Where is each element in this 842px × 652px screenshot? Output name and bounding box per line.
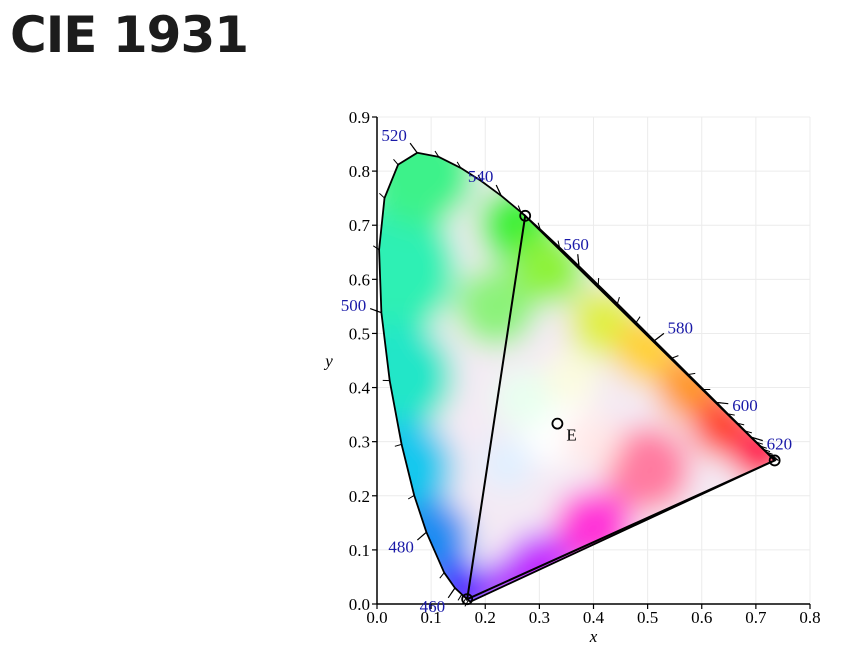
y-axis-title: y bbox=[323, 352, 333, 371]
wavelength-tick bbox=[407, 494, 415, 500]
color-blob bbox=[605, 426, 690, 511]
primary-point-green bbox=[519, 209, 532, 222]
wavelength-label-tick bbox=[495, 184, 502, 197]
y-tick-label: 0.4 bbox=[349, 379, 371, 398]
wavelength-tick bbox=[557, 240, 561, 248]
x-tick-label: 0.1 bbox=[421, 608, 442, 627]
color-blob bbox=[379, 321, 454, 432]
color-blob bbox=[480, 437, 533, 490]
wavelength-tick bbox=[688, 372, 696, 375]
wavelength-label-500: 500 bbox=[341, 296, 367, 315]
white-point bbox=[551, 417, 564, 430]
x-axis-title: x bbox=[589, 627, 598, 646]
color-blob bbox=[731, 422, 775, 483]
x-tick-label: 0.0 bbox=[366, 608, 387, 627]
wavelength-tick bbox=[477, 174, 482, 182]
wavelength-label-560: 560 bbox=[563, 235, 589, 254]
wavelength-label-tick bbox=[716, 401, 729, 405]
wavelength-label-tick bbox=[416, 531, 427, 541]
wavelength-label-tick bbox=[577, 254, 580, 267]
wavelength-tick bbox=[517, 205, 522, 213]
wavelength-tick bbox=[379, 192, 385, 199]
page-title: CIE 1931 bbox=[10, 6, 249, 64]
wavelength-labels: 460 480 500 520 540 560 580 600 620 bbox=[341, 126, 792, 616]
color-blob bbox=[543, 348, 600, 405]
x-tick-label: 0.7 bbox=[745, 608, 767, 627]
wavelength-label-460: 460 bbox=[420, 597, 446, 616]
wavelength-label-540: 540 bbox=[468, 167, 494, 186]
wavelength-label-tick bbox=[369, 307, 382, 314]
wavelength-tick bbox=[456, 161, 462, 169]
axes: 0.0 0.1 0.2 0.3 0.4 0.5 0.6 0.7 0.8 0.0 0.1 0.2 0.3 0… bbox=[323, 108, 820, 646]
gamut-triangle-outline bbox=[465, 213, 777, 601]
points: E bbox=[461, 209, 781, 606]
y-tick-label: 0.1 bbox=[349, 541, 370, 560]
wavelength-label-tick bbox=[654, 332, 665, 342]
primary-point-blue bbox=[461, 593, 474, 606]
x-tick-label: 0.8 bbox=[799, 608, 820, 627]
y-tick-label: 0.7 bbox=[349, 216, 371, 235]
y-tick-label: 0.9 bbox=[349, 108, 370, 127]
wavelength-tick bbox=[393, 158, 399, 165]
y-tick-label: 0.6 bbox=[349, 270, 370, 289]
wavelength-tick bbox=[457, 594, 463, 601]
wavelength-label-tick bbox=[409, 142, 418, 154]
gamut-triangle bbox=[465, 213, 777, 601]
wavelength-tick bbox=[434, 150, 440, 158]
color-blob bbox=[379, 198, 458, 339]
wavelength-tick bbox=[635, 316, 641, 323]
y-tick-label: 0.8 bbox=[349, 162, 370, 181]
wavelength-tick bbox=[372, 245, 380, 251]
x-tick-label: 0.5 bbox=[637, 608, 658, 627]
wavelength-label-580: 580 bbox=[668, 318, 694, 337]
x-tick-label: 0.6 bbox=[691, 608, 712, 627]
x-tick-label: 0.4 bbox=[583, 608, 605, 627]
y-tick-label: 0.0 bbox=[349, 595, 370, 614]
white-point-label: E bbox=[566, 426, 576, 445]
x-tick-label: 0.3 bbox=[529, 608, 550, 627]
y-tick-label: 0.3 bbox=[349, 433, 370, 452]
wavelength-label-600: 600 bbox=[732, 396, 758, 415]
x-tick-label: 0.2 bbox=[475, 608, 496, 627]
color-blob bbox=[379, 152, 476, 227]
wavelength-tick bbox=[616, 297, 620, 304]
wavelength-label-tick bbox=[751, 436, 763, 442]
wavelength-tick bbox=[671, 355, 679, 359]
color-blob bbox=[493, 368, 554, 429]
wavelength-label-620: 620 bbox=[767, 435, 793, 454]
wavelength-tick bbox=[537, 222, 541, 230]
wavelength-label-520: 520 bbox=[381, 126, 407, 145]
wavelength-tick bbox=[727, 413, 735, 416]
wavelength-label-tick bbox=[447, 587, 456, 599]
primary-point-red bbox=[768, 454, 781, 467]
wavelength-label-480: 480 bbox=[388, 538, 414, 557]
y-tick-label: 0.2 bbox=[349, 487, 370, 506]
color-blob bbox=[565, 413, 622, 470]
wavelength-tick bbox=[439, 572, 445, 579]
color-blob bbox=[456, 266, 537, 347]
wavelength-tick bbox=[394, 443, 402, 447]
y-tick-label: 0.5 bbox=[349, 324, 370, 343]
